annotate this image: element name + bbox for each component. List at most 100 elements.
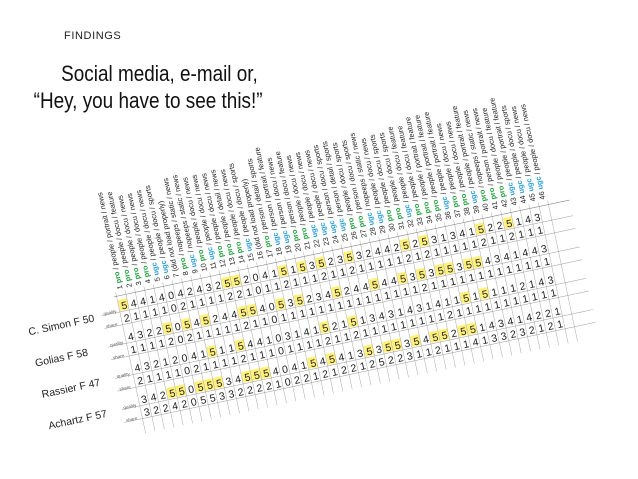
score-cell: 1 — [395, 254, 403, 267]
column-header: 36 ugc / people / portrait / feature — [422, 111, 454, 221]
score-cell: 3 — [547, 274, 555, 287]
highlight-cell — [438, 328, 450, 341]
score-cell: 1 — [383, 290, 391, 303]
column-header: 29 ugc / people / docu / news — [358, 137, 387, 234]
score-cell: 0 — [284, 376, 292, 389]
column-header: 24 ugc / person / docu / sports — [311, 144, 341, 245]
score-cell: 4 — [521, 247, 529, 260]
score-cell: 5 — [328, 353, 336, 366]
score-cell: 2 — [340, 364, 348, 377]
score-cell: 4 — [130, 297, 138, 310]
highlight-cell — [293, 293, 305, 307]
score-cell: 3 — [430, 234, 438, 247]
score-cell: 2 — [496, 220, 504, 233]
score-cell: 2 — [152, 404, 160, 417]
score-cell: 4 — [190, 350, 198, 363]
column-source-tag: pro — [196, 248, 207, 262]
column-rule — [162, 282, 193, 424]
column-rule — [378, 236, 409, 378]
score-cell: 1 — [198, 296, 206, 309]
score-cell: 2 — [242, 273, 250, 286]
score-cell: 1 — [500, 284, 508, 297]
score-cell: 3 — [415, 302, 423, 315]
score-cell: 4 — [324, 289, 332, 302]
score-cell: 1 — [249, 351, 257, 364]
score-cell: 2 — [387, 354, 395, 367]
column-category: / people / docu / news — [218, 168, 242, 243]
column-source-tag: ugc — [149, 262, 161, 277]
score-cell: 4 — [256, 336, 264, 349]
score-cell: 4 — [319, 355, 327, 368]
score-cell: 2 — [480, 236, 488, 249]
row-rule — [117, 290, 589, 392]
score-cell: 2 — [393, 242, 401, 255]
score-cell: 1 — [312, 370, 320, 383]
score-cell: 1 — [174, 367, 182, 380]
score-cell: 1 — [301, 274, 309, 287]
column-source-tag: pro — [487, 186, 498, 200]
column-category: / people / detail / news — [208, 169, 233, 245]
score-cell: 2 — [167, 335, 175, 348]
column-number: 39 — [470, 203, 481, 215]
column-header: 40 pro / nopeeps / static / news — [460, 109, 490, 212]
column-category: (did not load properly) — [156, 200, 180, 272]
score-cell: 1 — [549, 287, 557, 300]
score-cell: 3 — [227, 388, 235, 401]
score-cell: 5 — [505, 218, 513, 231]
highlight-cell — [363, 344, 375, 357]
row-rule — [121, 309, 593, 410]
score-cell: 4 — [390, 275, 398, 288]
column-category: / people / docu / sports — [226, 162, 251, 239]
column-rule — [359, 240, 390, 382]
score-cell: 2 — [155, 325, 163, 338]
score-cell: 4 — [434, 298, 442, 311]
score-cell: 1 — [496, 266, 504, 279]
column-header: 4 pro / people / docu / news — [125, 192, 153, 284]
score-cell: 3 — [315, 291, 323, 304]
column-rule — [143, 286, 174, 428]
score-cell: 1 — [205, 327, 213, 340]
score-cell: 1 — [199, 348, 207, 361]
score-cell: 2 — [327, 255, 335, 268]
highlight-cell — [180, 317, 192, 331]
score-cell: 1 — [274, 378, 282, 391]
score-cell: 4 — [524, 214, 532, 227]
score-cell: 1 — [516, 313, 524, 326]
column-rule — [444, 222, 475, 364]
column-source-tag: pro — [299, 226, 310, 240]
column-source-tag: ugc — [515, 180, 527, 195]
score-cell: 1 — [331, 366, 339, 379]
score-cell: 1 — [371, 325, 379, 338]
score-cell: 0 — [281, 363, 289, 376]
score-cell: 4 — [195, 283, 203, 296]
column-number: 34 — [424, 213, 435, 225]
highlight-cell — [246, 303, 258, 317]
score-cell: 5 — [178, 385, 186, 398]
column-category: / person / docu / sports — [311, 144, 336, 222]
column-category: / people / docu / news — [284, 154, 308, 229]
highlight-cell — [391, 338, 403, 351]
score-cell: 1 — [164, 369, 172, 382]
score-cell: 2 — [434, 344, 442, 357]
score-cell: 1 — [346, 298, 354, 311]
column-category: / people / docu / feature — [105, 191, 130, 271]
column-rule — [265, 260, 297, 402]
column-source-tag: pro — [214, 244, 225, 258]
score-cell: 1 — [402, 286, 410, 299]
score-cell: 4 — [221, 311, 229, 324]
score-cell: 1 — [527, 226, 535, 239]
column-number: 27 — [358, 227, 369, 239]
score-cell: 1 — [252, 317, 260, 330]
score-cell: 2 — [211, 313, 219, 326]
column-header: 37 pro / people / docu / news — [434, 122, 463, 218]
score-cell: 1 — [333, 333, 341, 346]
score-cell: 1 — [151, 306, 159, 319]
header-rule — [114, 199, 570, 298]
score-cell: 1 — [465, 305, 473, 318]
score-cell: 1 — [233, 321, 241, 334]
score-cell: 1 — [478, 321, 486, 334]
score-cell: 1 — [396, 306, 404, 319]
column-header: 23 ugc / people / docu / news — [302, 149, 331, 246]
column-number: 8 — [180, 268, 190, 276]
score-cell: 5 — [378, 356, 386, 369]
